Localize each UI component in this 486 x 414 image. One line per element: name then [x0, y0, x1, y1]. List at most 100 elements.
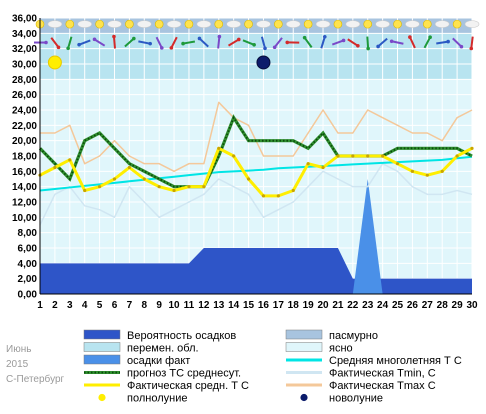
wind-arrow-head-icon — [376, 44, 380, 49]
y-tick-label: 28,00 — [12, 75, 37, 86]
sun-icon — [65, 19, 75, 29]
wind-arrow-icon — [347, 38, 359, 47]
weather-icons-row — [34, 19, 480, 51]
wind-arrow-icon — [320, 36, 326, 49]
wind-arrow-head-icon — [302, 35, 307, 40]
legend-label: Вероятность осадков — [127, 330, 236, 342]
cloud-icon — [256, 20, 271, 28]
axes: 0,00 2,00 4,00 6,00 8,00 10,00 12,00 14,00 16,00… — [12, 14, 478, 312]
x-tick-label: 4 — [82, 300, 88, 311]
x-tick-label: 7 — [127, 300, 133, 311]
wind-arrow-head-icon — [322, 34, 327, 39]
wind-arrow-icon — [366, 36, 370, 49]
actual-mean-point — [470, 146, 474, 150]
y-tick-label: 36,00 — [12, 14, 37, 25]
actual-mean-point — [217, 146, 221, 150]
moon-phases — [47, 55, 271, 70]
wind-arrow-icon — [408, 36, 416, 49]
wind-arrow-head-icon — [132, 36, 136, 41]
y-tick-label: 6,00 — [18, 244, 38, 255]
actual-mean-point — [246, 177, 251, 181]
x-tick-label: 13 — [213, 300, 225, 311]
cloud-icon — [226, 20, 241, 28]
sun-icon — [184, 19, 194, 29]
legend: Вероятность осадков пасмурно перемен. обл.… — [83, 329, 462, 405]
wind-arrow-head-icon — [446, 39, 450, 44]
y-tick-label: 8,00 — [18, 228, 38, 239]
sun-icon — [125, 19, 134, 29]
actual-mean-point — [366, 154, 370, 158]
wind-arrow-head-icon — [252, 42, 256, 47]
actual-mean-point — [381, 154, 385, 158]
y-tick-label: 24,00 — [12, 106, 37, 117]
actual-mean-point — [410, 169, 415, 173]
x-tick-label: 26 — [407, 300, 419, 311]
actual-mean-point — [232, 154, 236, 158]
x-tick-label: 29 — [452, 300, 464, 311]
wind-arrow-icon — [93, 38, 106, 47]
actual-mean-point — [306, 162, 310, 166]
wind-arrow-icon — [273, 37, 283, 48]
x-tick-label: 16 — [258, 300, 270, 311]
wind-arrow-head-icon — [408, 35, 412, 39]
legend-swatch — [285, 342, 323, 352]
actual-mean-point — [53, 165, 57, 170]
actual-mean-point — [395, 162, 400, 166]
x-tick-label: 23 — [362, 300, 374, 311]
legend-label: ясно — [329, 343, 353, 355]
wind-arrow-head-icon — [341, 38, 346, 43]
wind-arrow-head-icon — [66, 46, 70, 51]
wind-arrow-head-icon — [92, 37, 97, 42]
legend-swatch — [83, 342, 121, 352]
wind-arrow-icon — [50, 37, 60, 48]
wind-arrow-icon — [138, 40, 151, 45]
legend-label: Фактическая Tmax С — [329, 380, 436, 392]
legend-label: Фактическая Tmin, С — [329, 368, 436, 380]
wind-arrow-icon — [260, 36, 266, 49]
wind-arrow-head-icon — [181, 41, 185, 46]
actual-mean-point — [276, 194, 280, 198]
series-tmin-line — [39, 162, 473, 226]
actual-mean-point — [97, 185, 102, 189]
sun-icon — [244, 19, 253, 29]
actual-mean-point — [202, 185, 206, 189]
legend-label: новолуние — [329, 393, 383, 405]
cloud-icon — [285, 20, 301, 28]
wind-arrow-head-icon — [169, 46, 174, 50]
actual-mean-point — [321, 165, 325, 170]
x-tick-label: 12 — [198, 300, 210, 311]
wind-arrow-icon — [112, 36, 117, 49]
wind-arrow-head-icon — [112, 34, 116, 39]
y-tick-label: 2,00 — [18, 274, 38, 285]
sun-icon — [154, 19, 164, 29]
x-tick-label: 11 — [184, 300, 195, 311]
full-moon-icon — [47, 55, 62, 70]
x-tick-label: 21 — [332, 300, 344, 311]
actual-mean-point — [187, 185, 191, 189]
wind-arrow-icon — [452, 37, 463, 48]
y-tick-label: 34,00 — [12, 29, 37, 40]
actual-mean-point — [455, 154, 459, 158]
cloud-icon — [464, 20, 480, 28]
cloud-icon — [166, 20, 182, 28]
cloud-icon — [107, 20, 122, 28]
wind-arrow-icon — [242, 39, 255, 46]
cloud-icon — [434, 20, 450, 28]
wind-arrow-head-icon — [285, 40, 290, 45]
legend-label: прогноз ТС среднесут. — [127, 368, 241, 380]
cloud-icon — [196, 20, 212, 28]
legend-label: перемен. обл. — [127, 343, 199, 355]
actual-mean-point — [127, 165, 131, 170]
wind-arrow-head-icon — [56, 45, 61, 50]
wind-arrow-icon — [155, 36, 163, 49]
sun-icon — [95, 19, 104, 29]
wind-arrow-head-icon — [459, 44, 464, 49]
y-tick-label: 10,00 — [12, 213, 37, 224]
wind-arrow-icon — [124, 37, 135, 48]
x-tick-label: 5 — [97, 300, 103, 311]
y-tick-label: 26,00 — [12, 90, 37, 101]
cloud-icon — [136, 20, 152, 28]
wind-arrow-icon — [78, 39, 91, 46]
area-actual-precipitation — [40, 179, 472, 294]
